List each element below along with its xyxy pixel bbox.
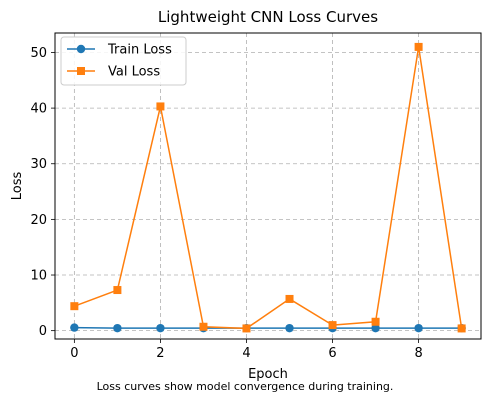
y-tick-label: 40 (30, 102, 47, 117)
val-loss-line (74, 46, 463, 330)
grid (55, 33, 481, 339)
y-axis-label: Loss (10, 172, 25, 201)
train-loss-point (371, 323, 380, 333)
y-tick-label: 30 (30, 157, 47, 172)
plot-series (70, 42, 466, 333)
x-tick-label: 6 (328, 346, 336, 361)
train-loss-point (156, 323, 165, 333)
chart-caption: Loss curves show model convergence durin… (97, 380, 394, 393)
train-loss-line (74, 326, 462, 329)
axis-ticks: 0 2 4 6 8 0 10 20 30 40 50 (30, 46, 422, 361)
x-axis-label: Epoch (248, 367, 288, 382)
chart-title: Lightweight CNN Loss Curves (158, 8, 378, 26)
y-tick-label: 10 (30, 269, 47, 284)
legend-train-loss-marker (76, 44, 86, 54)
x-tick-label: 4 (242, 346, 250, 361)
legend-val-loss-marker (77, 67, 85, 75)
val-loss-point (414, 42, 423, 51)
val-loss-point (371, 317, 380, 326)
val-loss-point (457, 324, 466, 333)
x-tick-label: 8 (414, 346, 422, 361)
legend: Train Loss Val Loss (60, 36, 187, 86)
val-loss-point (285, 294, 294, 303)
y-tick-label: 20 (30, 213, 47, 228)
legend-train-loss-label: Train Loss (107, 43, 172, 58)
plot-frame (54, 32, 482, 340)
val-loss-point (70, 302, 79, 311)
val-loss-point (328, 321, 337, 330)
x-tick-label: 2 (156, 346, 164, 361)
train-loss-point (285, 323, 294, 333)
val-loss-point (242, 324, 251, 333)
val-loss-point (199, 322, 208, 331)
train-loss-point (414, 323, 423, 333)
train-loss-point (113, 323, 122, 333)
y-tick-label: 0 (39, 324, 47, 339)
y-tick-label: 50 (30, 46, 47, 61)
legend-val-loss-label: Val Loss (108, 65, 160, 80)
val-loss-point (113, 286, 122, 295)
train-loss-point (70, 323, 79, 332)
x-tick-label: 0 (70, 346, 78, 361)
val-loss-point (156, 102, 165, 111)
